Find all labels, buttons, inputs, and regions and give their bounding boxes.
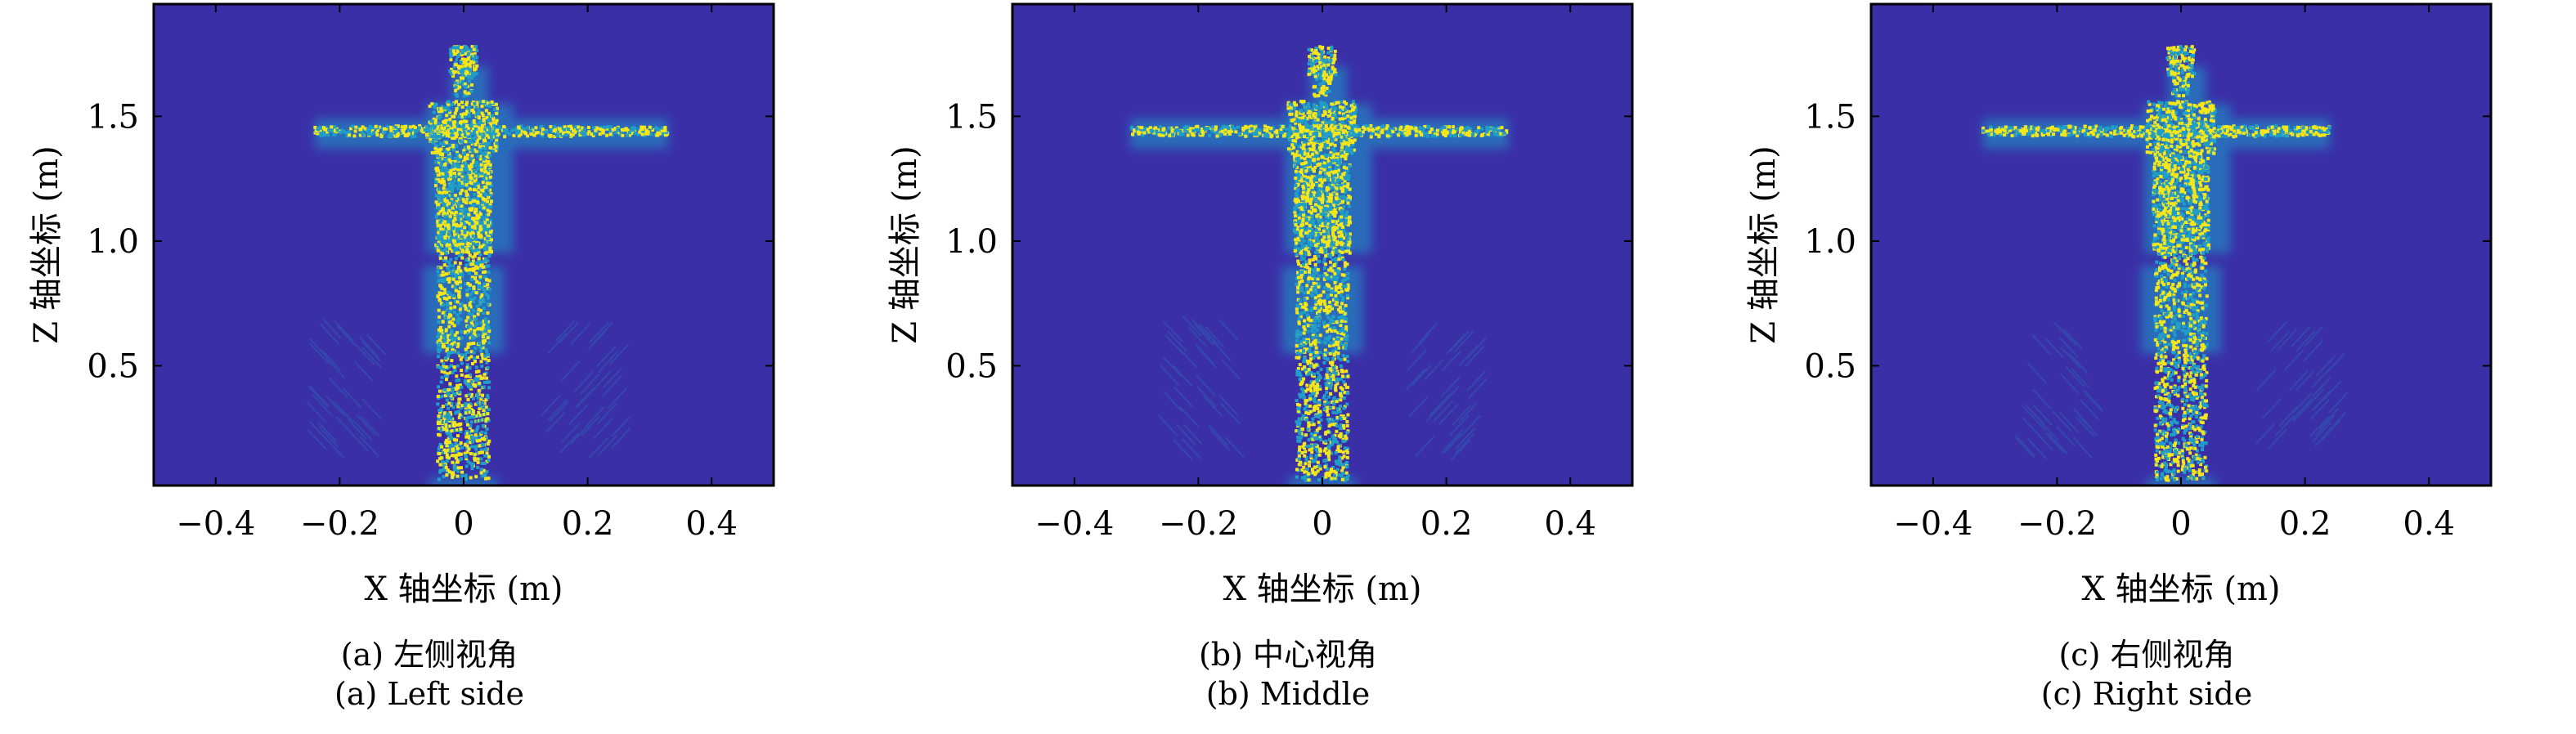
figure-panel-middle: −0.4 −0.2 0 0.2 0.4 0.5 1.0 1.5 X 轴坐标 (m) Z 轴坐标 (… <box>859 0 1717 734</box>
y-tick-label: 1.5 <box>1804 98 1856 136</box>
figure-panel-right: −0.4 −0.2 0 0.2 0.4 0.5 1.0 1.5 X 轴坐标 (m) Z 轴坐标 (… <box>1717 0 2576 734</box>
x-tick-label: −0.4 <box>176 505 255 543</box>
body-image <box>306 44 670 486</box>
x-tick-label: 0.2 <box>2279 505 2331 543</box>
y-axis-title: Z 轴坐标 (m) <box>886 145 924 343</box>
heatmap-chart-right: −0.4 −0.2 0 0.2 0.4 0.5 1.0 1.5 X 轴坐标 (m) Z 轴坐标 (… <box>1745 2 2493 608</box>
x-tick-label: 0 <box>2170 505 2191 543</box>
y-tick-label: 0.5 <box>945 348 998 386</box>
caption-en-middle: (b) Middle <box>1205 676 1371 712</box>
y-tick-label: 1.5 <box>945 98 998 136</box>
y-axis-title: Z 轴坐标 (m) <box>28 145 65 343</box>
x-tick-label: 0.2 <box>562 505 614 543</box>
caption-en-right: (c) Right side <box>2040 676 2253 712</box>
y-tick-label: 0.5 <box>1804 348 1856 386</box>
y-tick-label: 1.5 <box>87 98 139 136</box>
caption-zh-middle: (b) 中心视角 <box>1198 637 1378 673</box>
y-tick-label: 0.5 <box>87 348 139 386</box>
y-tick-label: 1.0 <box>1804 223 1856 261</box>
x-tick-label: 0 <box>1312 505 1332 543</box>
y-axis-title: Z 轴坐标 (m) <box>1745 145 1783 343</box>
figure-panel-left: −0.4 −0.2 0 0.2 0.4 0.5 1.0 1.5 X 轴坐标 (m) Z 轴坐标 (… <box>0 0 859 734</box>
x-tick-label: 0.2 <box>1420 505 1473 543</box>
x-tick-label: 0.4 <box>1544 505 1596 543</box>
body-image <box>1129 45 1509 486</box>
caption-zh-left: (a) 左侧视角 <box>340 637 518 673</box>
x-tick-label: −0.2 <box>300 505 379 543</box>
x-tick-label: −0.4 <box>1893 505 1972 543</box>
x-tick-label: 0 <box>453 505 473 543</box>
x-tick-label: −0.2 <box>1159 505 1238 543</box>
body-image <box>1981 44 2349 486</box>
x-tick-label: 0.4 <box>685 505 738 543</box>
x-axis-title: X 轴坐标 (m) <box>1223 571 1421 608</box>
y-tick-label: 1.0 <box>945 223 998 261</box>
x-tick-label: −0.4 <box>1034 505 1114 543</box>
caption-en-left: (a) Left side <box>334 676 524 712</box>
x-tick-label: −0.2 <box>2017 505 2097 543</box>
x-axis-title: X 轴坐标 (m) <box>2081 571 2280 608</box>
heatmap-chart-middle: −0.4 −0.2 0 0.2 0.4 0.5 1.0 1.5 X 轴坐标 (m) Z 轴坐标 (… <box>886 2 1634 608</box>
heatmap-chart-left: −0.4 −0.2 0 0.2 0.4 0.5 1.0 1.5 X 轴坐标 (m) Z 轴坐标 (… <box>28 2 775 608</box>
x-tick-label: 0.4 <box>2403 505 2455 543</box>
caption-zh-right: (c) 右侧视角 <box>2058 637 2235 673</box>
x-axis-title: X 轴坐标 (m) <box>364 571 563 608</box>
y-tick-label: 1.0 <box>87 223 139 261</box>
